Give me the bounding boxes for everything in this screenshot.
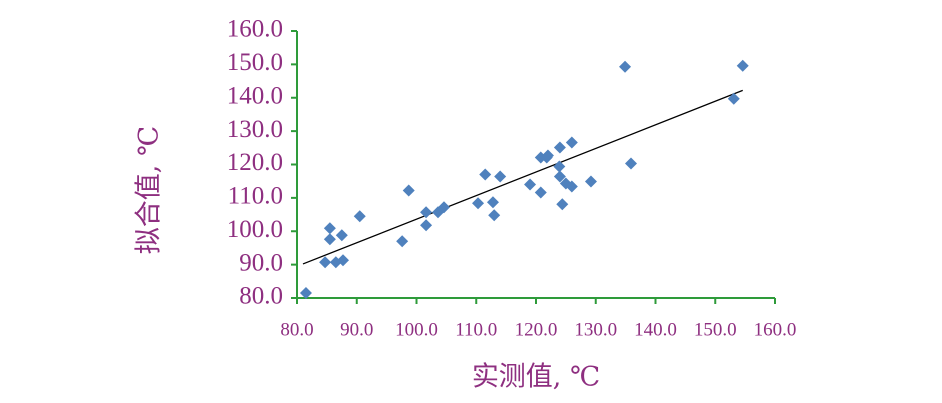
point [479,168,492,181]
y-axis-title: 拟合值, ℃ [134,126,165,254]
y-tick-label: 110.0 [228,183,283,210]
y-tick-label: 160.0 [227,16,283,43]
point [736,59,749,72]
point [553,160,566,173]
y-tick-label: 80.0 [239,283,283,310]
point [420,206,433,219]
point [565,180,578,193]
y-tick-label: 140.0 [227,82,283,109]
point [437,201,450,214]
y-tick-label: 130.0 [227,116,283,143]
point [541,149,554,162]
y-tick-label: 90.0 [239,249,283,276]
point [472,197,485,210]
y-tick-label: 120.0 [227,149,283,176]
point [524,178,537,191]
point [619,60,632,73]
trend-line [302,89,743,265]
x-tick-label: 150.0 [694,319,737,340]
point [335,229,348,242]
point [494,170,507,183]
point [337,254,350,267]
point [488,209,501,222]
x-tick-label: 90.0 [340,319,373,340]
point [299,286,312,299]
y-tick-label: 150.0 [227,49,283,76]
x-tick-label: 120.0 [515,319,558,340]
point [323,233,336,246]
x-tick-label: 160.0 [754,319,797,340]
y-tick-label: 100.0 [227,216,283,243]
point [319,256,332,269]
point [553,141,566,154]
point [565,136,578,149]
point [534,186,547,199]
point [420,219,433,232]
point [727,92,740,105]
point [396,235,409,248]
x-tick-label: 80.0 [280,319,313,340]
point [553,170,566,183]
point [556,198,569,211]
point [584,175,597,188]
x-tick-label: 130.0 [574,319,617,340]
point [625,157,638,170]
x-tick-label: 110.0 [455,319,497,340]
point [486,196,499,209]
x-axis-title: 实测值, ℃ [472,362,600,393]
x-tick-label: 140.0 [634,319,677,340]
x-tick-label: 100.0 [395,319,438,340]
point [402,184,415,197]
point [323,222,336,235]
point [353,210,366,223]
